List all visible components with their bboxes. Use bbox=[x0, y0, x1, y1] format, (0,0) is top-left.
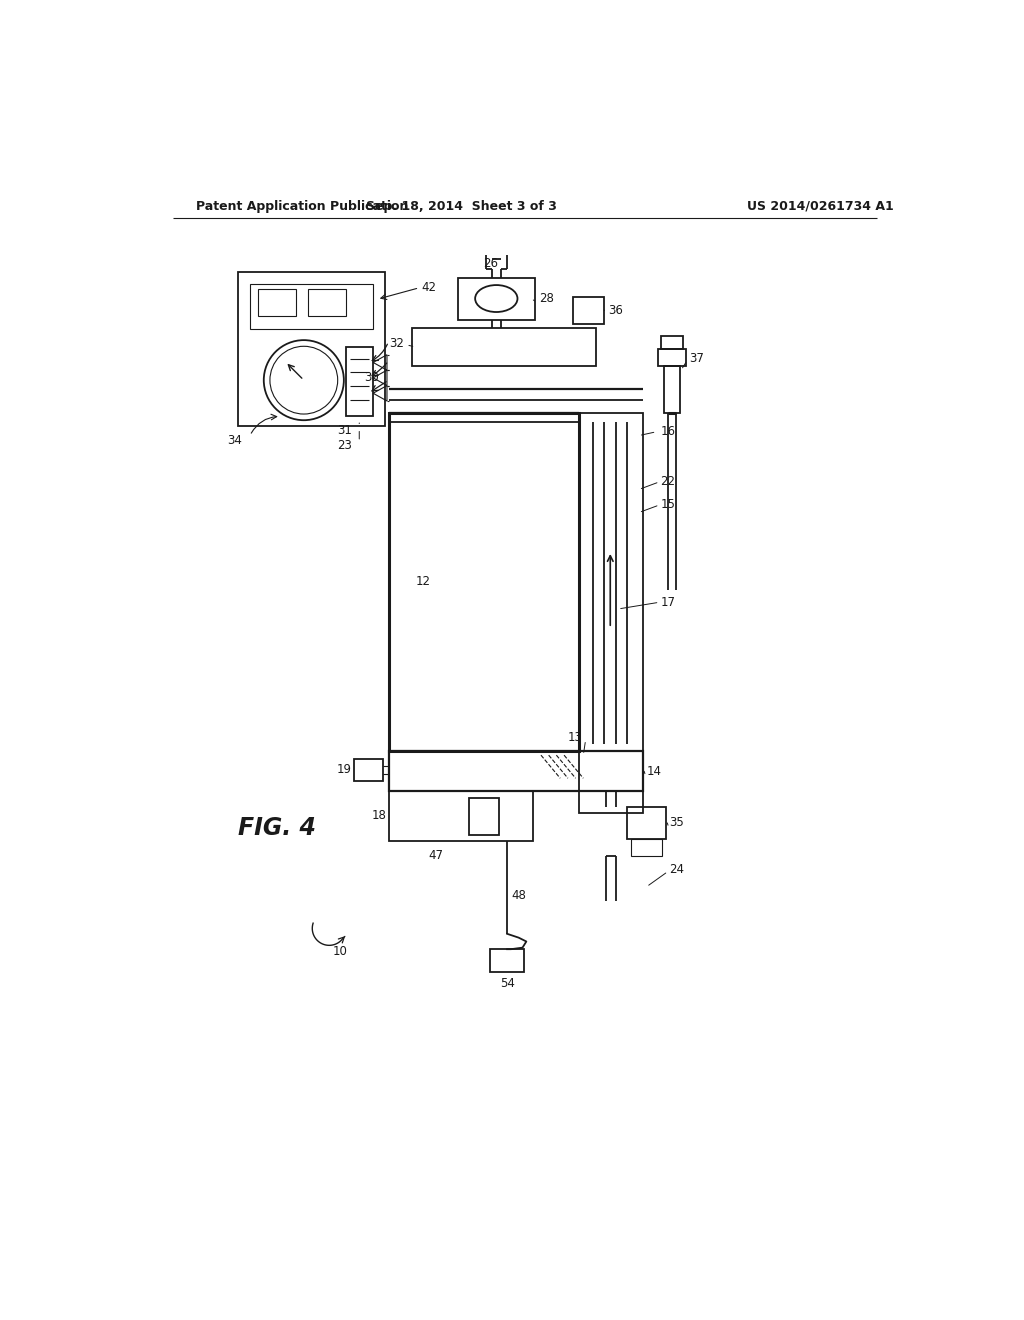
Bar bbox=[239, 272, 385, 426]
Text: 15: 15 bbox=[660, 499, 675, 511]
Text: 32: 32 bbox=[389, 337, 403, 350]
Text: US 2014/0261734 A1: US 2014/0261734 A1 bbox=[746, 199, 893, 213]
Text: Sep. 18, 2014  Sheet 3 of 3: Sep. 18, 2014 Sheet 3 of 3 bbox=[367, 199, 557, 213]
Text: 23: 23 bbox=[337, 440, 352, 453]
Bar bbox=[388, 751, 643, 792]
Text: Patent Application Publication: Patent Application Publication bbox=[196, 199, 409, 213]
Text: 30: 30 bbox=[365, 371, 379, 384]
Text: 12: 12 bbox=[416, 576, 430, 589]
Bar bbox=[388, 792, 534, 841]
Text: FIG. 4: FIG. 4 bbox=[238, 816, 315, 841]
Text: 31: 31 bbox=[337, 424, 352, 437]
Bar bbox=[631, 840, 662, 857]
Text: 19: 19 bbox=[337, 763, 351, 776]
Text: 17: 17 bbox=[660, 595, 675, 609]
Text: 10: 10 bbox=[333, 945, 348, 958]
Bar bbox=[580, 412, 643, 813]
Text: 37: 37 bbox=[689, 352, 703, 366]
Text: 14: 14 bbox=[646, 764, 662, 777]
Text: 22: 22 bbox=[660, 475, 675, 488]
Bar bbox=[388, 413, 580, 751]
Text: 28: 28 bbox=[539, 292, 554, 305]
Bar bbox=[412, 327, 596, 367]
Bar bbox=[573, 297, 604, 323]
Text: 47: 47 bbox=[429, 849, 443, 862]
Text: 34: 34 bbox=[227, 434, 242, 446]
Bar bbox=[250, 284, 373, 329]
Text: 24: 24 bbox=[670, 863, 685, 876]
Bar bbox=[628, 807, 666, 840]
Bar bbox=[665, 366, 680, 412]
Text: 16: 16 bbox=[660, 425, 675, 438]
Text: 36: 36 bbox=[608, 304, 623, 317]
Bar bbox=[346, 347, 373, 416]
Bar bbox=[469, 797, 500, 836]
Text: 18: 18 bbox=[372, 809, 386, 822]
Bar bbox=[258, 289, 296, 317]
Circle shape bbox=[264, 341, 344, 420]
Text: 42: 42 bbox=[422, 281, 436, 294]
Bar bbox=[662, 335, 683, 350]
Bar bbox=[307, 289, 346, 317]
Text: 54: 54 bbox=[500, 977, 514, 990]
Bar bbox=[354, 759, 383, 780]
Bar bbox=[490, 949, 524, 973]
Text: 13: 13 bbox=[568, 731, 583, 744]
Text: 48: 48 bbox=[511, 888, 525, 902]
Bar bbox=[658, 350, 686, 367]
Text: 35: 35 bbox=[670, 816, 684, 829]
Bar bbox=[458, 277, 535, 321]
Text: 26: 26 bbox=[482, 257, 498, 271]
